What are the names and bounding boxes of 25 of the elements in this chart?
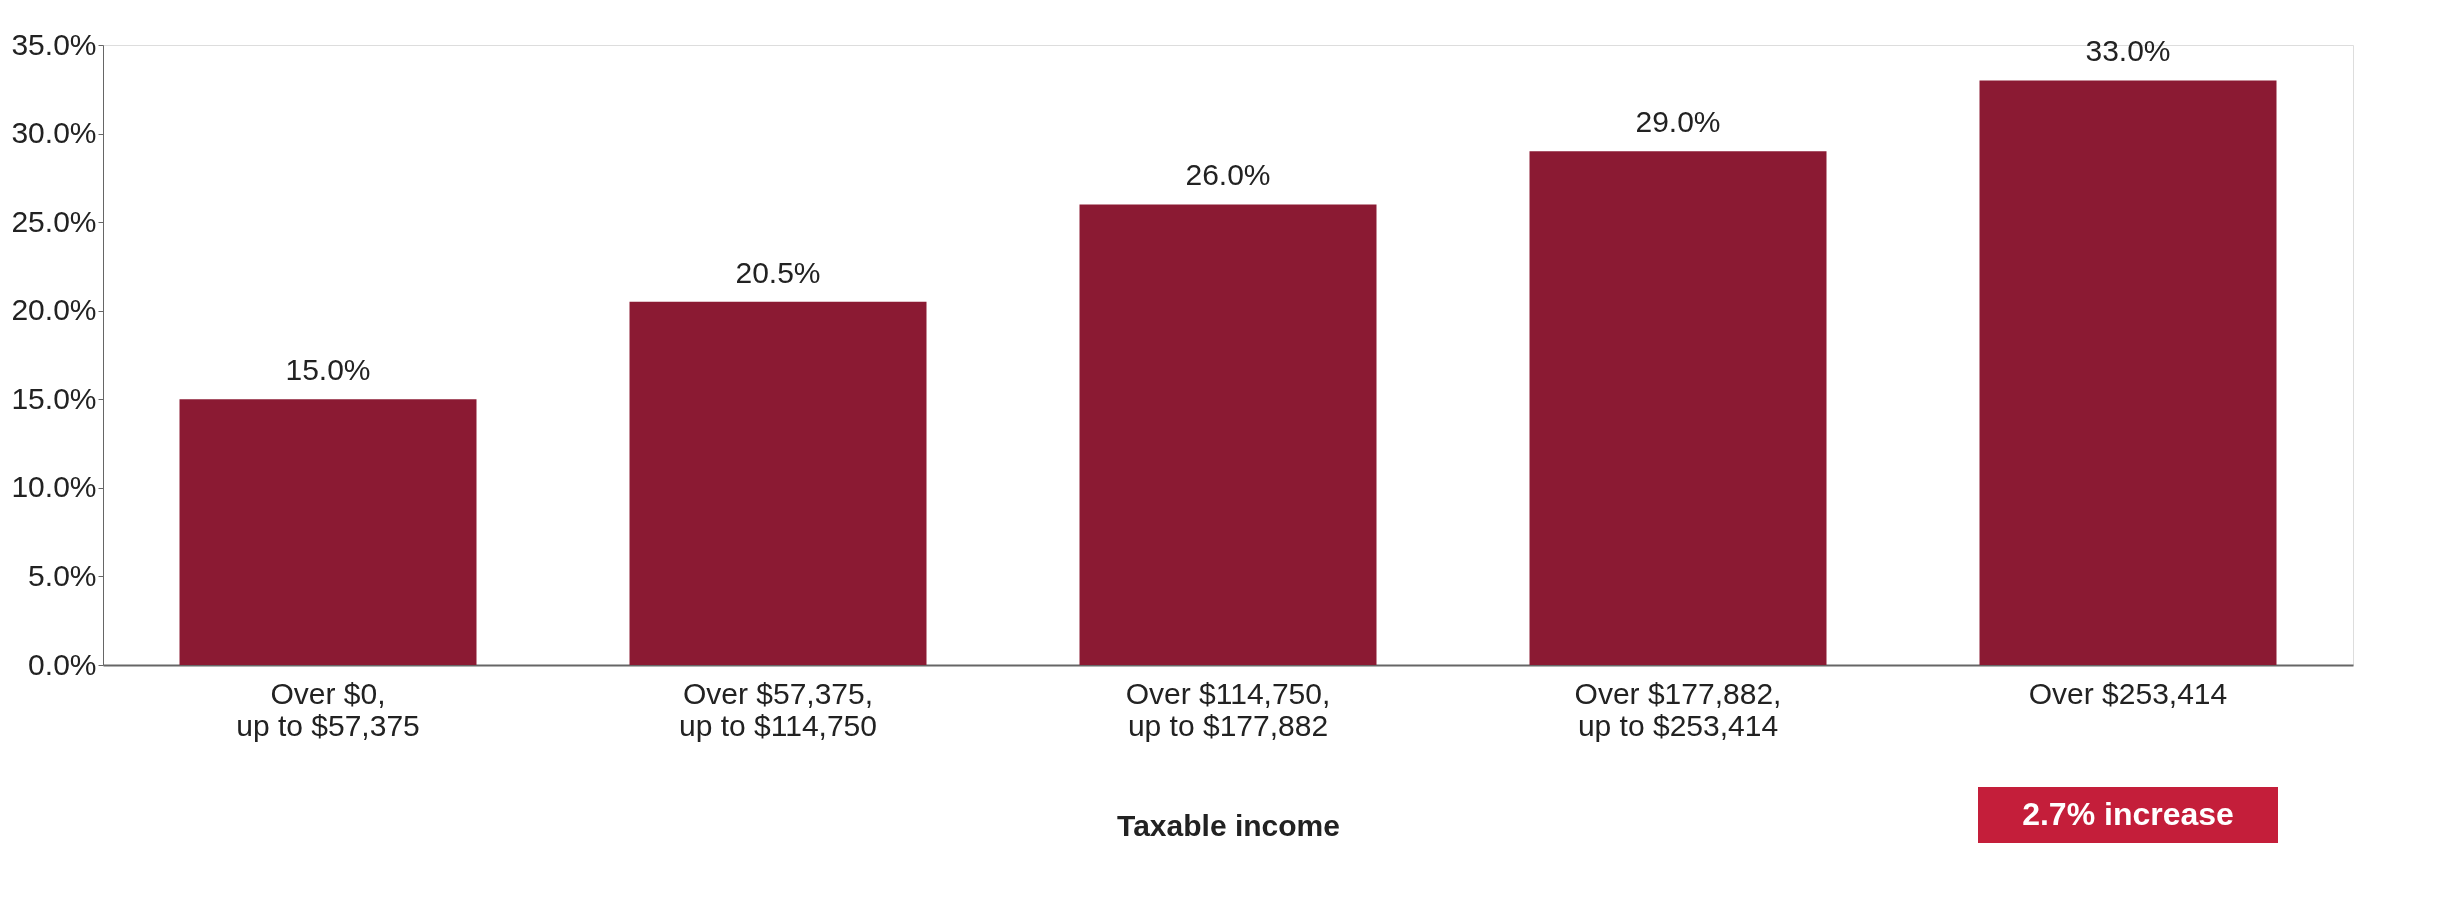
y-tick-label: 15.0% <box>11 381 97 415</box>
bar <box>1529 151 1827 665</box>
y-tick-label: 0.0% <box>28 647 97 681</box>
y-tick-label: 10.0% <box>11 470 97 504</box>
x-tick-label: Over $0, up to $57,375 <box>236 676 420 742</box>
y-tick-label: 30.0% <box>11 116 97 150</box>
x-tick-label: Over $57,375, up to $114,750 <box>679 676 877 742</box>
y-tick-label: 5.0% <box>28 558 97 592</box>
data-label: 15.0% <box>285 353 371 387</box>
y-tick-label: 25.0% <box>11 204 97 238</box>
x-tick-label: Over $177,882, up to $253,414 <box>1574 676 1782 742</box>
x-tick-label: Over $114,750, up to $177,882 <box>1125 676 1331 742</box>
text: 2.7% increase <box>2022 796 2234 832</box>
bar <box>1979 80 2277 665</box>
bar <box>629 301 927 665</box>
data-label: 26.0% <box>1185 158 1271 192</box>
x-axis-title: Taxable income <box>1117 808 1340 842</box>
y-tick-label: 35.0% <box>11 27 97 61</box>
data-label: 29.0% <box>1635 105 1721 139</box>
y-tick-label: 20.0% <box>11 293 97 327</box>
data-label: 20.5% <box>735 255 821 289</box>
bar <box>1079 204 1377 665</box>
data-label: 33.0% <box>2085 34 2171 68</box>
bar <box>179 399 477 665</box>
x-tick-label: Over $253,414 <box>2028 676 2228 710</box>
